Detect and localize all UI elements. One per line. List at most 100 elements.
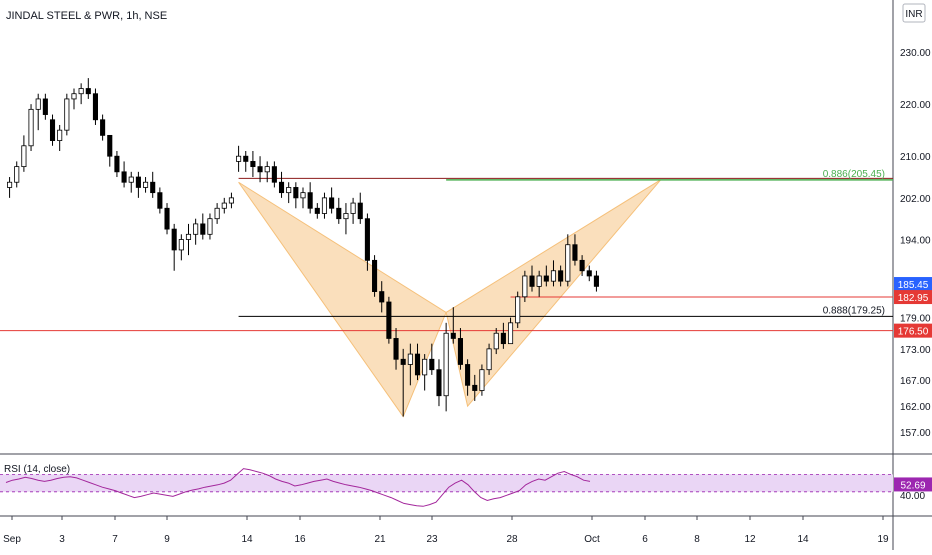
candle[interactable]: [92, 88, 99, 125]
candle[interactable]: [121, 161, 127, 188]
candle[interactable]: [28, 104, 34, 151]
candle[interactable]: [14, 161, 20, 188]
candle[interactable]: [479, 364, 485, 396]
candle[interactable]: [543, 265, 549, 287]
candle[interactable]: [157, 187, 163, 214]
candle[interactable]: [271, 161, 277, 188]
candle[interactable]: [558, 265, 564, 287]
candle[interactable]: [100, 114, 106, 141]
candle-body: [293, 187, 299, 199]
candle[interactable]: [228, 192, 234, 209]
candle[interactable]: [572, 234, 578, 266]
candle[interactable]: [178, 234, 184, 261]
candle[interactable]: [107, 134, 113, 167]
candle[interactable]: [472, 374, 478, 401]
candle[interactable]: [114, 151, 120, 178]
candle[interactable]: [21, 135, 27, 172]
candle[interactable]: [236, 145, 242, 172]
candle[interactable]: [214, 203, 220, 224]
candle[interactable]: [357, 192, 363, 224]
candle[interactable]: [407, 343, 413, 386]
candle[interactable]: [185, 223, 192, 256]
candle[interactable]: [593, 270, 599, 292]
candle[interactable]: [64, 93, 70, 136]
candle[interactable]: [429, 343, 435, 375]
candle[interactable]: [257, 156, 263, 183]
candle-body: [49, 119, 56, 141]
candle[interactable]: [243, 151, 249, 172]
candle[interactable]: [164, 203, 170, 235]
candle[interactable]: [250, 151, 256, 178]
candle[interactable]: [507, 317, 514, 345]
candle[interactable]: [329, 187, 335, 214]
candle[interactable]: [450, 307, 456, 344]
candle[interactable]: [393, 328, 399, 370]
candle[interactable]: [200, 213, 206, 240]
candle[interactable]: [457, 328, 463, 370]
candle[interactable]: [300, 187, 306, 209]
candle[interactable]: [278, 171, 285, 198]
candle[interactable]: [264, 161, 270, 183]
candle[interactable]: [42, 93, 48, 120]
candle[interactable]: [364, 213, 370, 271]
candle[interactable]: [150, 171, 156, 198]
candle[interactable]: [465, 359, 471, 396]
price-badge-text: 185.45: [898, 280, 929, 291]
candle[interactable]: [386, 296, 392, 344]
candle[interactable]: [314, 203, 320, 219]
candle-body: [143, 181, 149, 188]
candle[interactable]: [307, 182, 313, 214]
candle[interactable]: [400, 348, 406, 417]
candle[interactable]: [85, 78, 91, 99]
rsi-current-value: 52.69: [900, 480, 925, 491]
candle[interactable]: [565, 234, 571, 287]
candle[interactable]: [49, 114, 56, 146]
candle[interactable]: [529, 265, 535, 292]
candle[interactable]: [71, 88, 77, 110]
candle[interactable]: [350, 197, 356, 224]
candle-body: [321, 197, 328, 214]
candle[interactable]: [515, 291, 521, 329]
candle[interactable]: [372, 255, 378, 297]
candle[interactable]: [57, 124, 63, 151]
candle[interactable]: [579, 255, 585, 276]
candle[interactable]: [321, 192, 328, 219]
candle[interactable]: [522, 270, 528, 302]
candle[interactable]: [500, 322, 506, 349]
candle[interactable]: [550, 260, 557, 287]
candle[interactable]: [536, 270, 542, 297]
fib-level-label: 0.886(205.45): [823, 169, 885, 180]
candle[interactable]: [128, 171, 134, 193]
currency-badge[interactable]: INR: [902, 3, 926, 23]
candle[interactable]: [193, 218, 199, 245]
candle-body: [336, 207, 342, 220]
candle[interactable]: [78, 83, 84, 105]
candle[interactable]: [493, 328, 499, 355]
rsi-line: [5, 468, 591, 507]
price-tick-label: 162.00: [900, 402, 931, 413]
candle[interactable]: [207, 213, 213, 240]
candle-body: [57, 129, 63, 141]
candle[interactable]: [336, 197, 342, 224]
candle[interactable]: [293, 182, 299, 209]
candle[interactable]: [422, 354, 428, 391]
candle[interactable]: [286, 182, 292, 204]
candle[interactable]: [143, 177, 149, 193]
candle[interactable]: [135, 171, 141, 198]
price-tick-label: 167.00: [900, 376, 931, 387]
candle[interactable]: [414, 343, 421, 381]
time-tick-label: 23: [426, 534, 438, 545]
candle[interactable]: [343, 203, 349, 235]
candle[interactable]: [7, 177, 13, 198]
candle[interactable]: [35, 93, 41, 131]
candle[interactable]: [586, 265, 592, 282]
candle[interactable]: [171, 223, 177, 271]
candle[interactable]: [436, 359, 442, 407]
candle[interactable]: [486, 343, 492, 375]
candle[interactable]: [221, 197, 227, 214]
candle-body: [572, 244, 578, 261]
candle[interactable]: [443, 322, 449, 412]
candle[interactable]: [379, 281, 385, 313]
